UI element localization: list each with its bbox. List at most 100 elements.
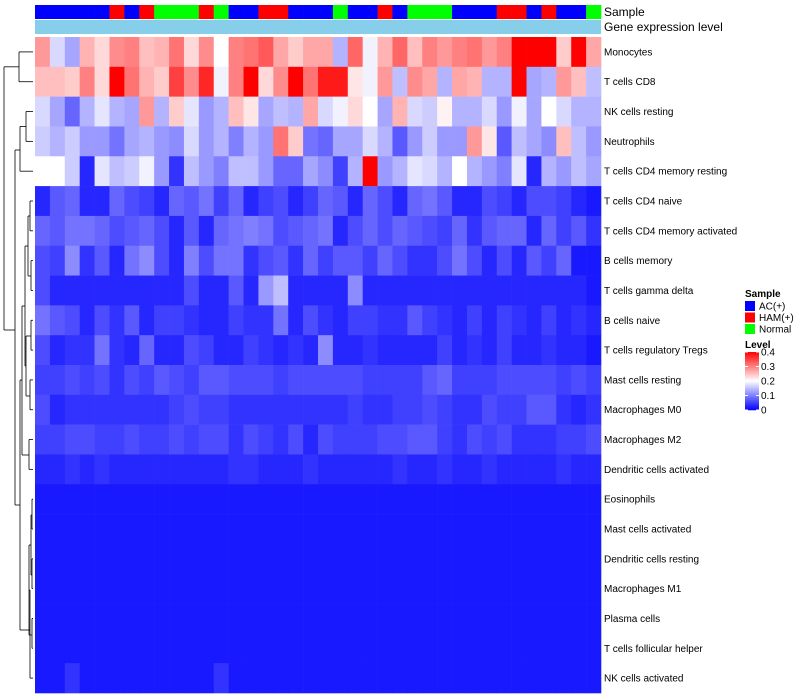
heatmap-cell bbox=[407, 305, 423, 336]
heatmap-cell bbox=[541, 66, 557, 97]
heatmap-cell bbox=[318, 215, 334, 247]
heatmap-cell bbox=[258, 484, 274, 515]
colorbar-tick-label: 0.2 bbox=[761, 377, 775, 388]
heatmap-cell bbox=[377, 37, 393, 68]
heatmap-cell bbox=[79, 424, 95, 455]
heatmap-cell bbox=[541, 603, 557, 634]
heatmap-cell bbox=[392, 37, 408, 68]
heatmap-cell bbox=[466, 394, 483, 425]
heatmap-cell bbox=[109, 663, 125, 694]
heatmap-cell bbox=[586, 156, 602, 187]
heatmap-cell bbox=[452, 663, 468, 694]
colorbar-segment bbox=[745, 391, 759, 393]
heatmap-cell bbox=[511, 573, 527, 604]
heatmap-cell bbox=[496, 305, 512, 336]
heatmap-cell bbox=[347, 543, 363, 575]
heatmap-cell bbox=[303, 37, 319, 68]
colorbar-segment bbox=[745, 395, 759, 398]
heatmap-cell bbox=[556, 514, 572, 545]
heatmap-cell bbox=[154, 156, 170, 187]
heatmap-cell bbox=[347, 335, 363, 366]
colorbar-segment bbox=[745, 382, 759, 385]
heatmap-cell bbox=[466, 633, 483, 664]
heatmap-cell bbox=[243, 603, 259, 634]
heatmap-cell bbox=[496, 454, 512, 485]
colorbar-segment bbox=[745, 404, 759, 406]
heatmap-cell bbox=[496, 126, 512, 157]
heatmap-cell bbox=[571, 454, 587, 485]
heatmap-cell bbox=[377, 245, 393, 276]
heatmap-cell bbox=[79, 365, 95, 396]
heatmap-cell bbox=[139, 573, 155, 604]
heatmap-cell bbox=[556, 663, 572, 694]
heatmap-cell bbox=[258, 66, 274, 97]
heatmap-cell bbox=[35, 633, 51, 664]
heatmap-cell bbox=[303, 186, 319, 217]
row-label: NK cells activated bbox=[604, 674, 683, 685]
heatmap-cell bbox=[109, 603, 125, 634]
row-label: Neutrophils bbox=[604, 137, 655, 148]
heatmap-cell bbox=[556, 394, 572, 425]
heatmap-cell bbox=[347, 126, 363, 157]
heatmap-cell bbox=[124, 394, 140, 425]
heatmap-cell bbox=[288, 37, 304, 68]
heatmap-cell bbox=[273, 454, 289, 485]
heatmap-cell bbox=[362, 543, 378, 575]
heatmap-cell bbox=[273, 215, 289, 247]
heatmap-cell bbox=[183, 96, 200, 127]
heatmap-cell bbox=[303, 215, 319, 247]
heatmap-cell bbox=[392, 305, 408, 336]
heatmap-cell bbox=[303, 305, 319, 336]
sample-annotation-cell bbox=[258, 5, 274, 19]
heatmap-cell bbox=[511, 156, 527, 187]
heatmap-cell bbox=[94, 275, 110, 306]
heatmap-cell bbox=[437, 37, 453, 68]
heatmap-cell bbox=[228, 663, 244, 694]
heatmap-cell bbox=[571, 603, 587, 634]
heatmap-cell bbox=[64, 454, 80, 485]
colorbar-segment bbox=[745, 381, 759, 383]
heatmap-cell bbox=[422, 543, 438, 575]
heatmap-cell bbox=[526, 484, 542, 515]
heatmap-cell bbox=[228, 573, 244, 604]
heatmap-cell bbox=[288, 663, 304, 694]
heatmap-cell bbox=[49, 484, 66, 515]
colorbar-segment bbox=[745, 394, 759, 396]
heatmap-cell bbox=[541, 663, 557, 694]
heatmap-cell bbox=[407, 37, 423, 68]
heatmap-cell bbox=[154, 37, 170, 68]
heatmap-cell bbox=[452, 96, 468, 127]
heatmap-cell bbox=[154, 96, 170, 127]
heatmap-cell bbox=[332, 543, 349, 575]
heatmap-cell bbox=[347, 573, 363, 604]
heatmap-cell bbox=[303, 663, 319, 694]
heatmap-cell bbox=[228, 365, 244, 396]
heatmap-cell bbox=[228, 335, 244, 366]
heatmap-cell bbox=[571, 573, 587, 604]
sample-annotation-cell bbox=[94, 5, 110, 19]
legend-label-ham: HAM(+) bbox=[759, 313, 794, 324]
heatmap-cell bbox=[496, 66, 512, 97]
heatmap-cell bbox=[511, 37, 527, 68]
heatmap-cell bbox=[332, 126, 349, 157]
heatmap-cell bbox=[35, 126, 51, 157]
heatmap-cell bbox=[481, 156, 498, 187]
heatmap-cell bbox=[94, 424, 110, 455]
heatmap-cell bbox=[347, 663, 363, 694]
heatmap-cell bbox=[422, 424, 438, 455]
heatmap-cell bbox=[64, 365, 80, 396]
heatmap-cell bbox=[213, 96, 229, 127]
heatmap-cell bbox=[526, 37, 542, 68]
heatmap-cell bbox=[541, 573, 557, 604]
colorbar-segment bbox=[745, 398, 759, 401]
heatmap-cell bbox=[213, 543, 229, 575]
colorbar-tick-label: 0.1 bbox=[761, 391, 775, 402]
colorbar-segment bbox=[745, 389, 759, 392]
heatmap-cell bbox=[556, 96, 572, 127]
heatmap-cell bbox=[511, 454, 527, 485]
heatmap-cell bbox=[541, 365, 557, 396]
heatmap-cell bbox=[198, 215, 215, 247]
heatmap-cell bbox=[213, 365, 229, 396]
colorbar-segment bbox=[745, 362, 759, 364]
heatmap-cell bbox=[437, 394, 453, 425]
